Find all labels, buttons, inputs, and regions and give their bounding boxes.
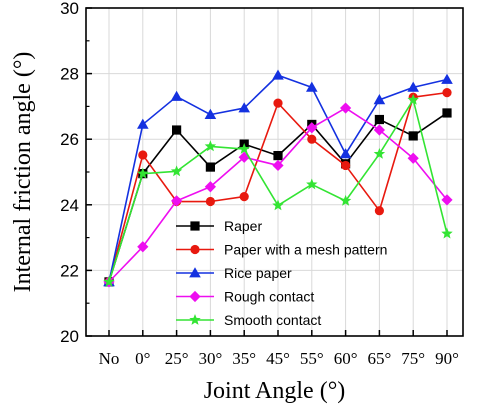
data-point [273,98,283,108]
y-tick-label: 30 [60,0,79,18]
data-point [238,102,250,113]
legend-marker [190,221,200,231]
series-3 [103,69,453,287]
data-point [442,88,452,98]
data-point [204,108,217,119]
y-tick-label: 20 [60,327,79,346]
x-tick-label: No [99,349,120,368]
x-tick-label: 35° [232,349,256,368]
data-point [170,165,183,177]
data-point [103,275,115,287]
data-point [239,192,249,202]
y-tick-label: 26 [60,130,79,149]
data-point [407,152,419,164]
legend-label: Raper [224,218,262,234]
x-tick-label: 45° [266,349,290,368]
data-point [204,181,216,193]
data-point [339,194,352,206]
legend-item: Raper [176,218,262,234]
data-point [341,160,351,171]
data-point [137,167,149,179]
data-point [340,102,352,114]
data-point [441,73,453,84]
data-point [441,194,453,206]
data-point [137,118,149,129]
tick-layer: 20 22 24 26 28 30 No 0° 25° 30° 35° 45° 55° 60° 65° 75°… [60,0,459,368]
series-5 [103,93,453,287]
data-point [138,150,148,160]
legend-label: Smooth contact [224,312,321,328]
legend-label: Rough contact [224,289,314,305]
data-point [306,122,318,134]
x-tick-label: 65° [367,349,391,368]
y-axis-title: Internal friction angle (°) [10,52,36,293]
x-tick-label: 60° [334,349,358,368]
data-point [442,108,452,118]
legend-layer: Raper Paper with a mesh pattern Rice paper… [176,218,387,328]
data-point [407,93,419,105]
x-tick-label: 75° [401,349,425,368]
data-point [272,159,284,172]
series-layer [103,69,453,288]
legend-marker [189,290,201,303]
data-point [306,81,318,92]
legend-marker [189,314,201,325]
x-tick-label: 0° [135,349,150,368]
x-tick-label: 25° [165,349,189,368]
data-point [307,134,317,144]
data-point [374,206,384,216]
series-4 [103,102,453,288]
data-point [373,124,385,136]
data-point [373,94,386,105]
legend-label: Paper with a mesh pattern [224,242,387,258]
data-point [408,131,418,141]
data-point [407,81,419,92]
legend-item: Rice paper [176,265,292,281]
legend-label: Rice paper [224,265,292,281]
data-point [306,178,318,190]
data-point [205,196,215,207]
data-point [170,90,183,101]
x-tick-label: 55° [300,349,324,368]
data-point [339,148,352,159]
data-point [441,227,453,239]
data-point [272,199,284,211]
y-tick-label: 24 [60,196,79,215]
data-point [172,125,182,135]
y-tick-label: 22 [60,261,79,280]
y-tick-label: 28 [60,65,79,84]
x-axis-title: Joint Angle (°) [204,378,346,404]
legend-marker [190,244,200,255]
legend-marker [189,267,201,278]
data-point [137,241,149,253]
data-point [374,114,384,125]
data-point [204,140,217,152]
x-tick-label: 90° [435,349,459,368]
data-point [238,143,250,154]
data-point [205,162,215,172]
data-point [272,69,284,80]
legend-item: Paper with a mesh pattern [176,242,387,258]
data-point [273,151,283,161]
data-point [373,147,386,159]
x-tick-label: 30° [198,349,222,368]
legend-item: Rough contact [176,289,314,305]
data-point [171,195,183,207]
legend-item: Smooth contact [176,312,321,328]
